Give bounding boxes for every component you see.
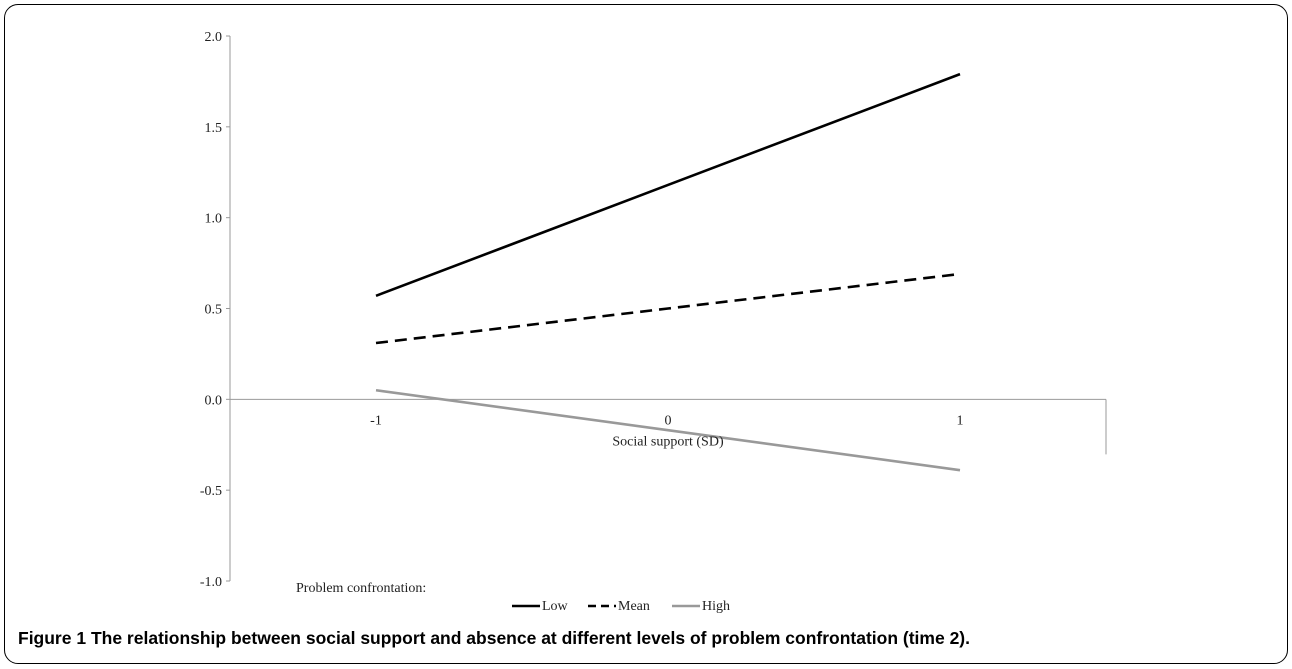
series-line-high [375,388,961,472]
series-lines [375,72,961,472]
y-tick-label: -1.0 [200,575,222,590]
x-tick-label: -1 [370,413,382,428]
y-tick-label: 0.0 [205,393,223,408]
series-line-mean [375,272,961,345]
series-line-low [375,72,961,297]
legend: Problem confrontation: Low Mean High [296,581,730,614]
x-tick-label: 0 [665,413,672,428]
y-axis: 2.0 1.5 1.0 0.5 0.0 -0.5 -1.0 [200,30,231,590]
caption-text: The relationship between social support … [90,628,970,648]
y-tick-label: -0.5 [200,484,222,499]
y-tick-label: 1.5 [205,121,223,136]
figure-label: Figure 1 [18,628,87,648]
legend-label-low: Low [542,599,569,614]
y-tick-label: 2.0 [205,30,223,45]
y-tick-label: 0.5 [205,303,223,318]
figure-caption: Figure 1 The relationship between social… [18,628,1278,649]
figure-frame [4,4,1288,664]
x-axis-label: Social support (SD) [612,434,724,449]
y-tick-label: 1.0 [205,212,223,227]
legend-label-high: High [702,599,730,614]
x-axis: -1 0 1 [229,398,1107,455]
legend-title: Problem confrontation: [296,581,426,596]
x-tick-label: 1 [957,413,964,428]
legend-label-mean: Mean [618,599,650,614]
